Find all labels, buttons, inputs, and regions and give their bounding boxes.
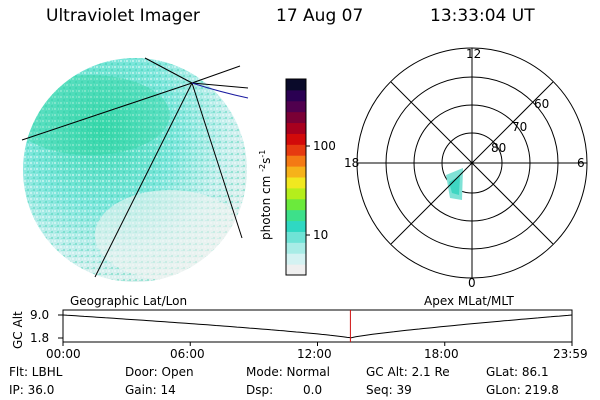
info-gc-alt: GC Alt: 2.1 Re xyxy=(366,365,450,379)
colorbar-segment xyxy=(286,155,306,167)
polar-label-lat-60: 60 xyxy=(534,97,550,111)
info-ip: IP: 36.0 xyxy=(9,383,55,397)
colorbar-segment xyxy=(286,100,306,113)
terminator-line xyxy=(191,82,249,99)
colorbar-segment xyxy=(286,144,306,156)
polar-diag-2 xyxy=(390,81,554,245)
colorbar-segment xyxy=(286,79,306,91)
timeline-xtick-3: 18:00 xyxy=(424,347,459,361)
polar-label-lat-80: 80 xyxy=(491,141,507,155)
colorbar-segment xyxy=(286,220,306,232)
lat-line-1 xyxy=(21,82,193,141)
colorbar-segment xyxy=(286,231,306,243)
polar-label-lat-70: 70 xyxy=(512,120,528,134)
info-dsp-label: Dsp: xyxy=(246,383,274,397)
timeline-panel xyxy=(58,309,573,346)
lat-line-1-ext xyxy=(191,65,241,84)
colorbar-segment xyxy=(286,166,306,178)
polar-label-mlt-12: 12 xyxy=(466,47,482,61)
polar-label-mlt-0: 0 xyxy=(468,276,476,290)
timeline-xtick-4: 23:59 xyxy=(553,347,588,361)
time-readout: 13:33:04 UT xyxy=(430,6,535,26)
info-gain: Gain: 14 xyxy=(125,383,176,397)
colorbar-label-100: 100 xyxy=(313,139,336,153)
timeline-left-caption: Geographic Lat/Lon xyxy=(70,294,188,308)
colorbar-segment xyxy=(286,122,306,134)
info-glat: GLat: 86.1 xyxy=(486,365,549,379)
timeline-xtick-0: 00:00 xyxy=(46,347,81,361)
lon-line-a xyxy=(144,57,193,84)
colorbar-segment xyxy=(286,187,306,200)
colorbar-segment xyxy=(286,209,306,222)
info-seq: Seq: 39 xyxy=(366,383,412,397)
info-dsp-value: 0.0 xyxy=(303,383,323,397)
colorbar-segment xyxy=(286,198,306,211)
dayside-glow xyxy=(95,190,245,280)
timeline-ytick-top: 9.0 xyxy=(30,308,50,322)
timeline-right-caption: Apex MLat/MLT xyxy=(424,294,514,308)
polar-label-mlt-18: 18 xyxy=(344,156,360,170)
info-filter: Flt: LBHL xyxy=(9,365,63,379)
colorbar-segment xyxy=(286,111,306,124)
colorbar-segment xyxy=(286,253,306,265)
colorbar-unit-exp2: -1 xyxy=(258,149,267,158)
colorbar-unit: photon cm -2s-1 xyxy=(258,150,273,240)
info-glon: GLon: 219.8 xyxy=(486,383,559,397)
colorbar-segment xyxy=(286,242,306,254)
colorbar xyxy=(286,79,306,276)
timeline-xtick-2: 12:00 xyxy=(297,347,332,361)
timeline-ytick-bottom: 1.8 xyxy=(30,331,50,345)
app-title: Ultraviolet Imager xyxy=(46,6,200,26)
colorbar-segment xyxy=(286,89,306,102)
polar-uv-patch-core xyxy=(449,176,460,195)
colorbar-unit-text: photon cm xyxy=(259,175,273,240)
colorbar-segment xyxy=(286,133,306,145)
lon-line-d xyxy=(191,82,249,89)
polar-plot xyxy=(356,47,588,279)
lon-line-b xyxy=(94,82,193,278)
colorbar-segment xyxy=(286,177,306,189)
colorbar-unit-s: s xyxy=(259,157,273,164)
timeline-xtick-1: 06:00 xyxy=(170,347,205,361)
colorbar-label-10: 10 xyxy=(313,228,329,242)
info-door: Door: Open xyxy=(125,365,194,379)
lon-line-c xyxy=(191,82,243,239)
info-mode: Mode: Normal xyxy=(246,365,330,379)
altitude-curve xyxy=(62,314,573,339)
uv-earth-image xyxy=(21,57,249,282)
colorbar-frame xyxy=(285,78,307,276)
timeline-frame xyxy=(62,309,573,343)
timeline-xtick-marks xyxy=(62,342,573,346)
auroral-band xyxy=(23,75,170,155)
timeline-ylabel: GC Alt xyxy=(11,311,25,349)
colorbar-segment xyxy=(286,264,306,276)
polar-label-mlt-6: 6 xyxy=(577,156,585,170)
colorbar-unit-exp1: -2 xyxy=(258,163,267,172)
date-readout: 17 Aug 07 xyxy=(276,6,364,26)
